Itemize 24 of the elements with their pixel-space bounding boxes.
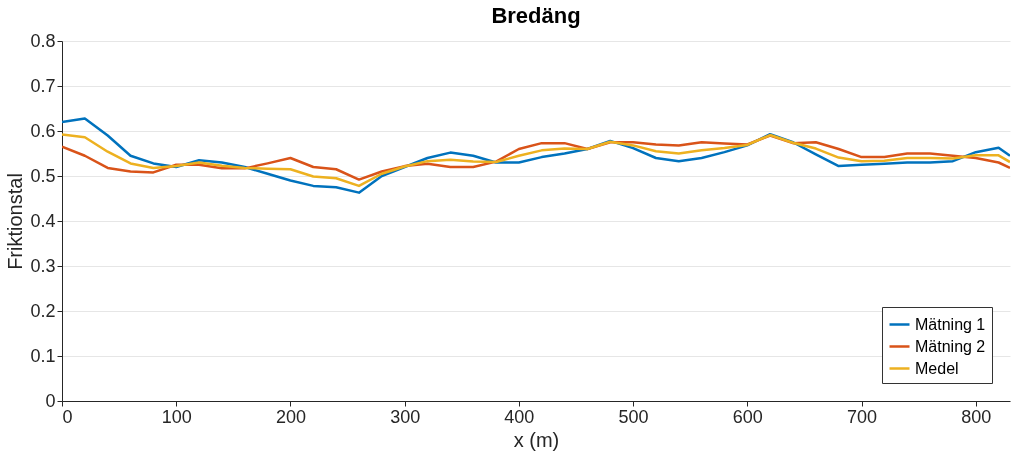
- y-tick-label: 0.7: [30, 75, 56, 96]
- y-tick-label: 0.5: [30, 165, 56, 186]
- legend-label: Medel: [915, 359, 959, 377]
- x-tick-label: 300: [390, 406, 421, 427]
- x-tick-label: 500: [618, 406, 649, 427]
- x-tick-label: 0: [62, 406, 73, 427]
- legend-label: Mätning 1: [915, 315, 986, 333]
- x-tick-label: 800: [961, 406, 992, 427]
- y-tick-label: 0.8: [30, 30, 56, 51]
- x-tick-label: 400: [504, 406, 535, 427]
- x-tick-label: 200: [275, 406, 306, 427]
- y-axis-title: Friktionstal: [4, 173, 27, 270]
- y-tick-label: 0.2: [30, 300, 56, 321]
- chart-title: Bredäng: [491, 3, 581, 28]
- y-tick-label: 0.3: [30, 255, 56, 276]
- y-tick-label: 0: [45, 390, 56, 411]
- y-tick-label: 0.1: [30, 345, 56, 366]
- y-tick-label: 0.6: [30, 120, 56, 141]
- legend-label: Mätning 2: [915, 337, 986, 355]
- x-tick-label: 700: [846, 406, 878, 427]
- x-tick-label: 600: [732, 406, 763, 427]
- x-axis-title: x (m): [513, 428, 560, 451]
- y-tick-label: 0.4: [30, 210, 56, 231]
- x-tick-label: 100: [161, 406, 192, 427]
